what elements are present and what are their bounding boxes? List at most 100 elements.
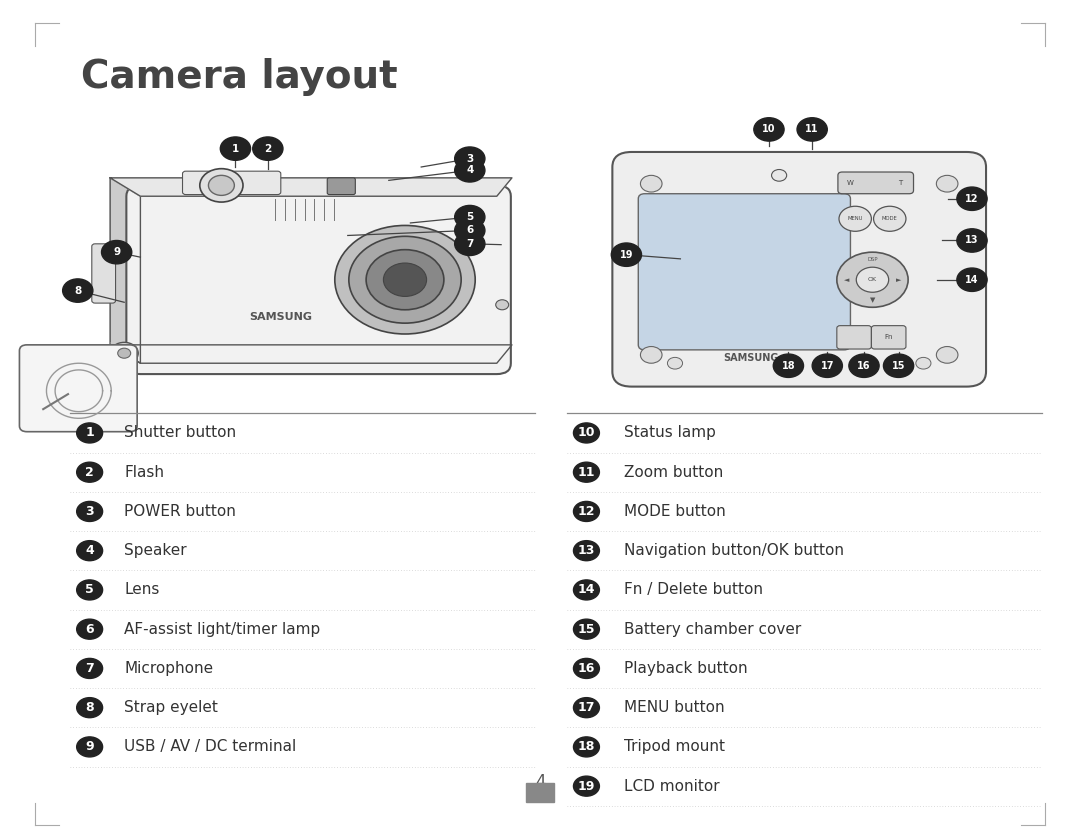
Text: 2: 2 xyxy=(85,466,94,478)
Text: ►: ► xyxy=(895,276,901,283)
Circle shape xyxy=(77,658,103,678)
Text: 11: 11 xyxy=(806,124,819,134)
FancyBboxPatch shape xyxy=(837,326,872,349)
Circle shape xyxy=(640,175,662,192)
Text: ▼: ▼ xyxy=(869,296,875,303)
FancyBboxPatch shape xyxy=(19,345,137,432)
Circle shape xyxy=(339,272,363,291)
Text: Status lamp: Status lamp xyxy=(624,426,716,440)
Polygon shape xyxy=(110,178,512,196)
Text: 4: 4 xyxy=(535,773,545,792)
FancyBboxPatch shape xyxy=(327,178,355,195)
Circle shape xyxy=(936,347,958,363)
Text: 10: 10 xyxy=(762,124,775,134)
FancyBboxPatch shape xyxy=(126,185,511,374)
Circle shape xyxy=(77,541,103,561)
Circle shape xyxy=(611,243,642,266)
Text: 9: 9 xyxy=(85,741,94,753)
Text: W: W xyxy=(847,180,853,186)
Circle shape xyxy=(573,463,599,483)
Text: 15: 15 xyxy=(892,361,905,371)
Text: Fn: Fn xyxy=(885,334,893,341)
Circle shape xyxy=(837,252,908,307)
Circle shape xyxy=(349,236,461,323)
Text: Fn / Delete button: Fn / Delete button xyxy=(624,583,764,597)
FancyBboxPatch shape xyxy=(612,152,986,387)
Polygon shape xyxy=(110,345,512,363)
Text: 7: 7 xyxy=(467,239,473,249)
Circle shape xyxy=(77,579,103,600)
Circle shape xyxy=(496,300,509,310)
Circle shape xyxy=(63,279,93,302)
Text: 9: 9 xyxy=(113,247,120,257)
Circle shape xyxy=(773,354,804,377)
Text: LCD monitor: LCD monitor xyxy=(624,779,720,793)
Text: SAMSUNG: SAMSUNG xyxy=(249,312,312,322)
Circle shape xyxy=(797,118,827,141)
Circle shape xyxy=(916,357,931,369)
Text: 3: 3 xyxy=(85,505,94,518)
Circle shape xyxy=(118,348,131,358)
Circle shape xyxy=(573,698,599,717)
Text: Flash: Flash xyxy=(124,465,164,479)
Text: 19: 19 xyxy=(578,780,595,792)
Text: 16: 16 xyxy=(578,662,595,675)
Circle shape xyxy=(455,219,485,242)
Circle shape xyxy=(200,169,243,202)
Circle shape xyxy=(573,737,599,757)
Text: 19: 19 xyxy=(620,250,633,260)
Circle shape xyxy=(455,232,485,256)
Text: 3: 3 xyxy=(467,154,473,164)
Text: 4: 4 xyxy=(467,165,473,175)
Circle shape xyxy=(936,175,958,192)
Circle shape xyxy=(573,501,599,521)
Text: MENU button: MENU button xyxy=(624,701,725,715)
Text: 6: 6 xyxy=(467,225,473,235)
Circle shape xyxy=(77,620,103,640)
Circle shape xyxy=(667,357,683,369)
Circle shape xyxy=(77,501,103,521)
Circle shape xyxy=(754,118,784,141)
Text: 16: 16 xyxy=(858,361,870,371)
Circle shape xyxy=(455,147,485,170)
Circle shape xyxy=(573,620,599,640)
FancyBboxPatch shape xyxy=(183,171,281,195)
FancyBboxPatch shape xyxy=(838,172,914,194)
Text: 12: 12 xyxy=(578,505,595,518)
Circle shape xyxy=(110,342,138,364)
Circle shape xyxy=(253,137,283,160)
Polygon shape xyxy=(110,178,140,363)
Text: 13: 13 xyxy=(578,544,595,557)
Text: 5: 5 xyxy=(85,584,94,596)
Text: 18: 18 xyxy=(782,361,795,371)
FancyBboxPatch shape xyxy=(638,194,850,350)
Circle shape xyxy=(849,354,879,377)
Text: MODE button: MODE button xyxy=(624,504,726,519)
Text: Camera layout: Camera layout xyxy=(81,58,397,97)
Circle shape xyxy=(366,250,444,310)
Circle shape xyxy=(573,423,599,443)
Text: Zoom button: Zoom button xyxy=(624,465,724,479)
Text: OK: OK xyxy=(868,277,877,282)
Text: 11: 11 xyxy=(578,466,595,478)
Circle shape xyxy=(102,240,132,264)
Circle shape xyxy=(573,541,599,561)
Text: Shutter button: Shutter button xyxy=(124,426,237,440)
FancyBboxPatch shape xyxy=(872,326,906,349)
Text: T: T xyxy=(899,180,903,186)
Circle shape xyxy=(335,225,475,334)
Text: MENU: MENU xyxy=(848,216,863,221)
Text: 8: 8 xyxy=(85,701,94,714)
Circle shape xyxy=(883,354,914,377)
Text: 5: 5 xyxy=(467,212,473,222)
Text: 17: 17 xyxy=(578,701,595,714)
Circle shape xyxy=(208,175,234,195)
Circle shape xyxy=(77,423,103,443)
Circle shape xyxy=(957,229,987,252)
Circle shape xyxy=(771,170,786,181)
Text: 1: 1 xyxy=(85,427,94,439)
Text: 1: 1 xyxy=(232,144,239,154)
Circle shape xyxy=(957,268,987,291)
Text: Strap eyelet: Strap eyelet xyxy=(124,701,218,715)
Circle shape xyxy=(957,187,987,210)
